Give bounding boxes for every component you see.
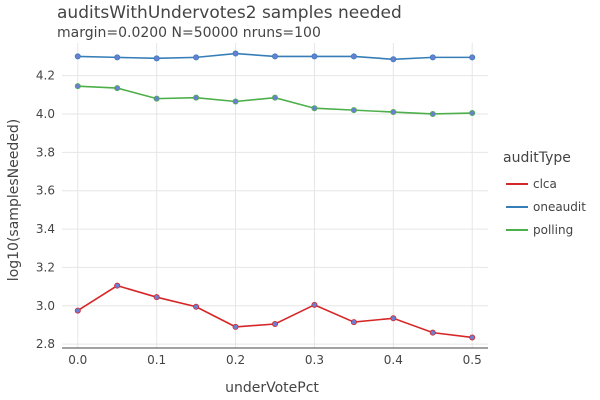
data-point	[390, 315, 397, 322]
data-point	[311, 105, 318, 112]
data-point	[469, 334, 476, 341]
series-polling	[74, 83, 476, 117]
data-point	[429, 329, 436, 336]
x-tick-label: 0.3	[305, 353, 324, 367]
data-point	[350, 319, 357, 326]
x-tick-label: 0.2	[226, 353, 245, 367]
y-tick-label: 3.8	[36, 145, 55, 159]
data-point	[350, 53, 357, 60]
y-tick-label: 3.2	[36, 260, 55, 274]
chart-title: auditsWithUndervotes2 samples needed	[57, 3, 402, 23]
data-point	[311, 301, 318, 308]
y-tick-label: 4.2	[36, 69, 55, 83]
legend-item-oneaudit: oneaudit	[533, 200, 586, 214]
y-tick-label: 2.8	[36, 337, 55, 351]
legend: auditType clca oneaudit polling	[503, 150, 586, 237]
data-point	[390, 56, 397, 63]
x-tick-label: 0.5	[463, 353, 482, 367]
plot-area	[74, 50, 476, 341]
data-point	[390, 109, 397, 116]
y-tick-label: 3.0	[36, 299, 55, 313]
x-tick-label: 0.1	[147, 353, 166, 367]
data-point	[114, 85, 121, 92]
data-point	[271, 321, 278, 328]
y-axis-title: log10(samplesNeeded)	[6, 119, 22, 281]
y-axis: 2.8 3.0 3.2 3.4 3.6 3.8 4.0 4.2	[36, 69, 55, 352]
data-point	[429, 54, 436, 61]
data-point	[74, 307, 81, 314]
data-point	[193, 54, 200, 61]
legend-item-polling: polling	[533, 223, 573, 237]
data-point	[114, 282, 121, 289]
data-point	[469, 54, 476, 61]
chart-subtitle: margin=0.0200 N=50000 nruns=100	[57, 25, 321, 41]
y-tick-label: 4.0	[36, 107, 55, 121]
x-axis-title: underVotePct	[225, 380, 319, 396]
data-point	[153, 55, 160, 62]
legend-title: auditType	[503, 150, 571, 166]
y-tick-label: 3.6	[36, 184, 55, 198]
data-point	[350, 107, 357, 114]
data-point	[74, 83, 81, 90]
x-tick-label: 0.0	[68, 353, 87, 367]
data-point	[311, 53, 318, 60]
y-tick-label: 3.4	[36, 222, 55, 236]
x-tick-label: 0.4	[384, 353, 403, 367]
data-point	[469, 110, 476, 117]
series-line-clca	[77, 284, 473, 339]
data-point	[153, 294, 160, 301]
data-point	[232, 323, 239, 330]
series-oneaudit	[74, 50, 476, 63]
data-point	[153, 95, 160, 102]
data-point	[232, 50, 239, 57]
legend-item-clca: clca	[533, 177, 557, 191]
data-point	[193, 94, 200, 101]
series-clca	[74, 282, 476, 341]
data-point	[429, 110, 436, 117]
grid	[62, 43, 488, 348]
data-point	[114, 54, 121, 61]
x-axis: 0.0 0.1 0.2 0.3 0.4 0.5	[68, 353, 482, 367]
data-point	[271, 53, 278, 60]
data-point	[74, 53, 81, 60]
data-point	[271, 94, 278, 101]
data-point	[193, 303, 200, 310]
data-point	[232, 98, 239, 105]
